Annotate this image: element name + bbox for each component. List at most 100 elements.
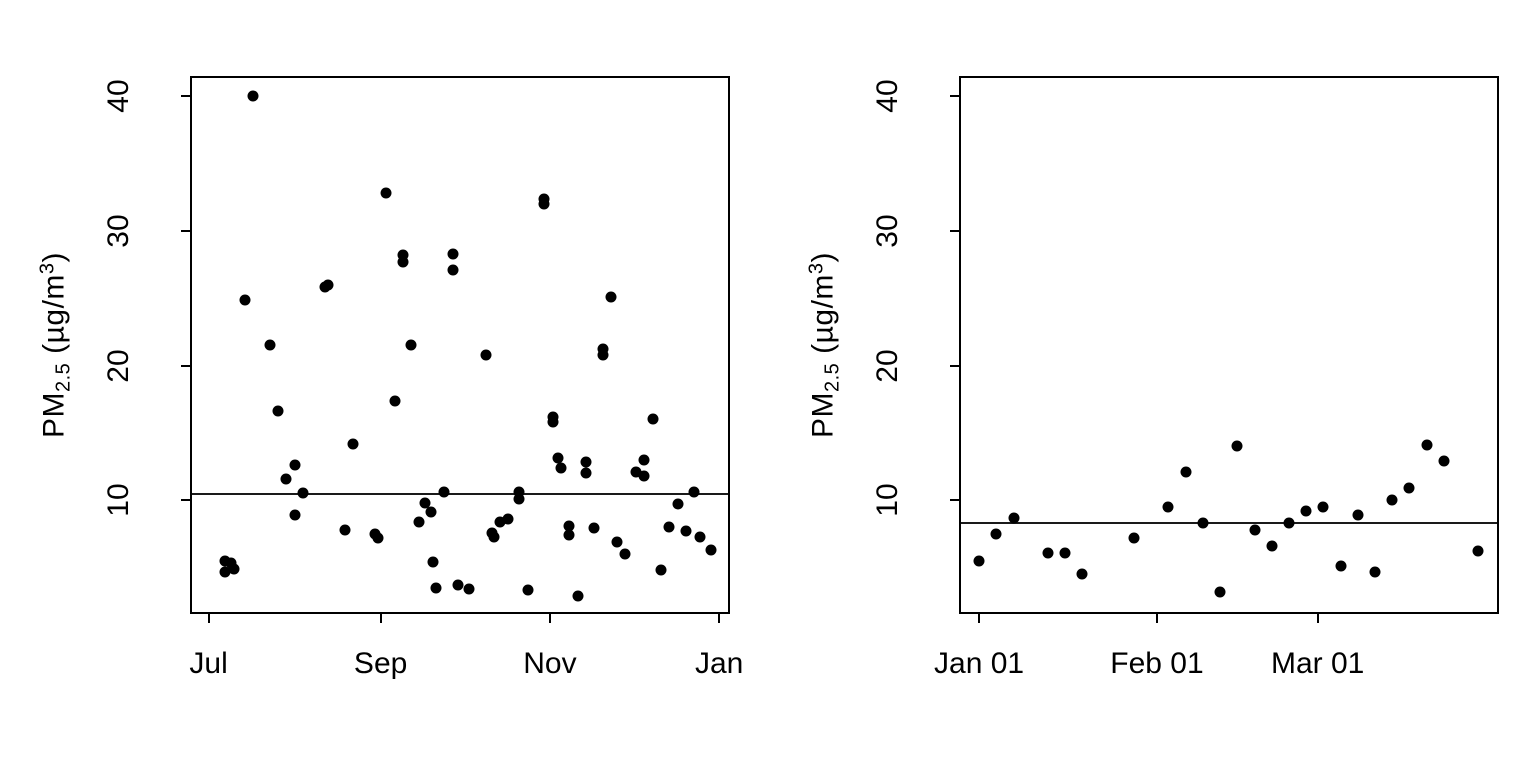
data-point	[563, 520, 575, 532]
data-point	[538, 198, 550, 210]
x-axis-tick	[978, 614, 981, 623]
data-point	[680, 525, 692, 537]
data-point	[502, 513, 514, 525]
data-point	[430, 582, 442, 594]
data-point	[322, 279, 334, 291]
data-point	[580, 456, 592, 468]
data-point	[1438, 455, 1450, 467]
y-axis-tick	[181, 499, 190, 502]
data-point	[973, 555, 985, 567]
data-point	[694, 531, 706, 543]
x-axis-tick	[379, 614, 382, 623]
data-point	[419, 497, 431, 509]
data-point	[1231, 440, 1243, 452]
data-point	[1162, 501, 1174, 513]
data-point	[494, 516, 506, 528]
data-point	[1128, 532, 1140, 544]
y-axis-tick-label: 40	[871, 79, 904, 113]
data-point	[405, 339, 417, 351]
data-point	[1042, 547, 1054, 559]
y-axis-tick	[950, 364, 959, 367]
mean-line	[192, 493, 728, 496]
data-point	[427, 556, 439, 568]
data-point	[219, 555, 231, 567]
y-axis-tick-label: 30	[871, 214, 904, 248]
data-point	[264, 339, 276, 351]
data-point	[1059, 547, 1071, 559]
data-point	[1214, 586, 1226, 598]
data-point	[389, 395, 400, 407]
x-axis-tick	[1316, 614, 1319, 623]
data-point	[1335, 560, 1347, 572]
x-axis-tick-label: Jan 01	[934, 647, 1025, 680]
data-point	[438, 486, 450, 498]
x-axis-tick-label: Jul	[189, 647, 228, 680]
y-axis-title: PM2.5 (µg/m3)	[806, 252, 845, 438]
data-point	[522, 584, 534, 596]
data-point	[705, 544, 717, 556]
x-axis-tick	[207, 614, 210, 623]
data-point	[588, 522, 600, 534]
data-point	[1472, 545, 1484, 557]
data-point	[488, 531, 500, 543]
left-plot-area	[190, 76, 730, 614]
data-point	[247, 90, 259, 102]
data-point	[1352, 509, 1364, 521]
y-axis-title-subscript: 2.5	[821, 362, 844, 393]
data-point	[272, 405, 284, 417]
data-point	[555, 462, 567, 474]
data-point	[990, 528, 1002, 540]
y-axis-title-text: PM	[806, 392, 840, 439]
data-point	[397, 249, 409, 261]
data-point	[1386, 494, 1398, 506]
data-point	[289, 459, 301, 471]
data-point	[219, 566, 231, 578]
data-point	[605, 291, 617, 303]
y-axis-tick	[950, 499, 959, 502]
data-point	[280, 473, 292, 485]
data-point	[397, 256, 409, 268]
y-axis-tick-label: 10	[871, 483, 904, 517]
data-point	[597, 349, 609, 361]
data-point	[647, 413, 659, 425]
data-point	[1197, 517, 1209, 529]
data-point	[1403, 482, 1415, 494]
y-axis-tick	[181, 364, 190, 367]
x-axis-tick-label: Nov	[523, 647, 577, 680]
data-point	[339, 524, 351, 536]
data-point	[547, 416, 559, 428]
data-point	[580, 467, 592, 479]
y-axis-title-superscript: 3	[805, 262, 828, 275]
data-point	[347, 438, 359, 450]
data-point	[619, 548, 631, 560]
data-point	[447, 248, 459, 260]
data-point	[1369, 566, 1381, 578]
data-point	[1300, 505, 1312, 517]
data-point	[638, 454, 650, 466]
data-point	[672, 498, 684, 510]
data-point	[380, 187, 392, 199]
y-axis-tick	[181, 229, 190, 232]
data-point	[452, 579, 464, 591]
data-point	[1008, 512, 1020, 524]
data-point	[463, 583, 475, 595]
data-point	[638, 470, 650, 482]
x-axis-tick-label: Sep	[353, 647, 408, 680]
data-point	[513, 493, 525, 505]
data-point	[1180, 466, 1192, 478]
data-point	[239, 294, 251, 306]
data-point	[688, 486, 700, 498]
y-axis-title-units: (µg/m	[806, 274, 840, 363]
data-point	[297, 487, 309, 499]
x-axis-tick	[1155, 614, 1158, 623]
data-point	[663, 521, 675, 533]
x-axis-tick-label: Jan	[694, 647, 744, 680]
data-point	[572, 590, 584, 602]
y-axis-tick	[950, 229, 959, 232]
data-point	[1266, 540, 1278, 552]
data-point	[611, 536, 622, 548]
x-axis-tick-label: Feb 01	[1110, 647, 1204, 680]
data-point	[630, 466, 642, 478]
